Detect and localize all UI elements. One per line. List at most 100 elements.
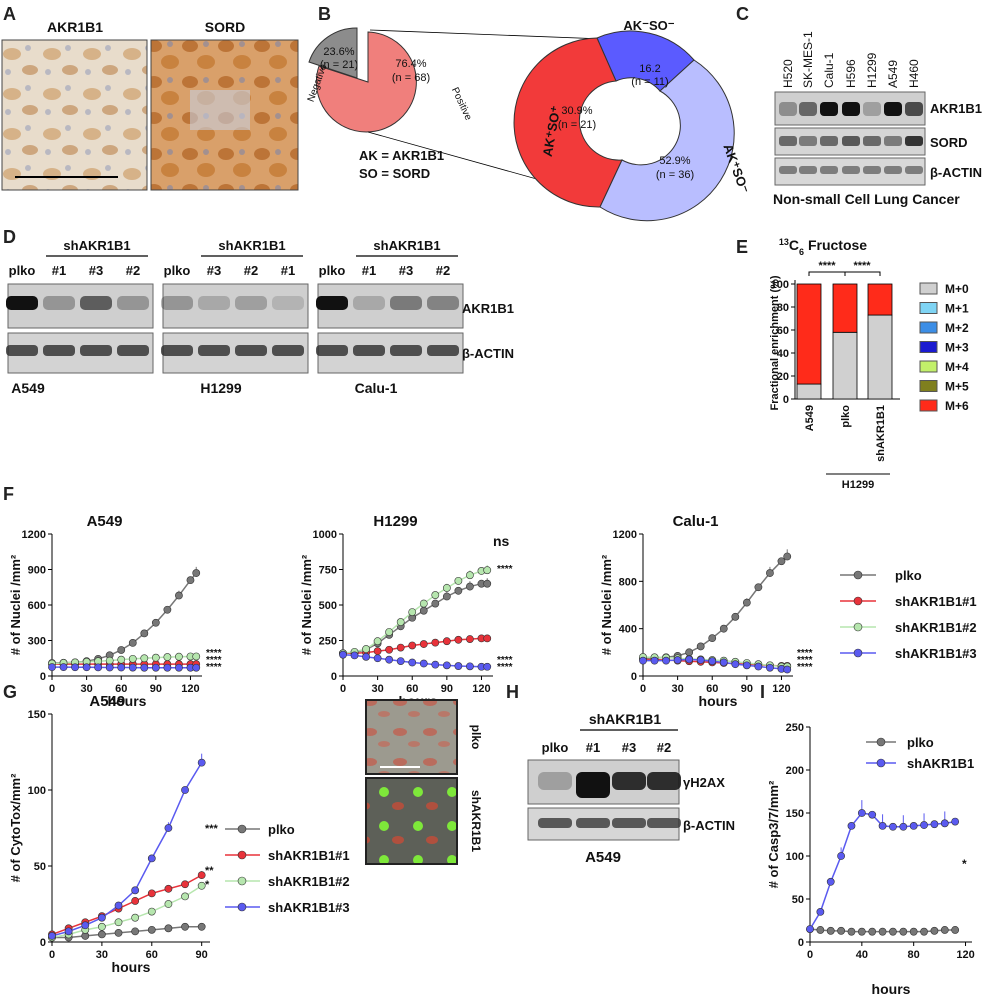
data-point (847, 927, 856, 936)
data-point (408, 641, 417, 650)
data-point (114, 918, 123, 927)
f-significance: **** (206, 662, 222, 673)
data-point (105, 656, 114, 665)
ytick-label: 150 (28, 709, 46, 721)
blot-d-lane-label: #1 (362, 263, 376, 278)
band-c-sord (820, 136, 838, 146)
band-d-actin (235, 345, 267, 356)
data-point (766, 569, 774, 577)
data-point (419, 599, 428, 608)
i-sig: * (962, 857, 967, 871)
band-c-sord (779, 136, 797, 146)
blot-h-lane-label: #3 (622, 740, 636, 755)
data-point (408, 658, 417, 667)
donut-left-n: (n = 21) (558, 119, 596, 131)
data-point (181, 892, 189, 901)
ihc-title-sord: SORD (205, 19, 245, 35)
data-point (719, 658, 728, 667)
data-point (431, 638, 440, 647)
data-point (662, 656, 670, 665)
data-point (466, 571, 474, 580)
data-point (454, 662, 463, 670)
data-point (164, 924, 173, 933)
data-point (889, 822, 897, 831)
data-point (742, 598, 751, 607)
data-point (81, 921, 90, 930)
data-point (97, 913, 106, 922)
data-point (197, 922, 206, 931)
ytick-label: 150 (786, 808, 804, 820)
blot-h-lane-label: #2 (657, 740, 671, 755)
data-point (754, 662, 763, 671)
band-c-actin (779, 166, 797, 174)
panel-letter-c: C (736, 4, 749, 24)
e-sig-1: **** (818, 260, 836, 272)
data-point (114, 928, 123, 937)
pie-positive-n: (n = 68) (392, 72, 430, 84)
data-point (114, 901, 123, 910)
data-point (128, 663, 137, 672)
data-point (696, 642, 705, 651)
e-legend-swatch (919, 360, 938, 373)
data-point (920, 927, 928, 936)
plko-cell-image (365, 699, 458, 775)
data-point (140, 663, 149, 672)
data-point (396, 643, 405, 652)
data-point (197, 758, 206, 767)
data-point (816, 926, 825, 934)
blot-c-lane-label: H460 (907, 59, 921, 88)
data-point (181, 922, 189, 931)
f-legend-marker (853, 622, 863, 632)
band-d-actin (427, 345, 459, 356)
e-legend-swatch (919, 380, 938, 392)
f-significance-red: **** (497, 564, 513, 575)
data-point (685, 648, 694, 657)
data-point (766, 663, 774, 672)
blot-d-cell-label: A549 (11, 380, 45, 396)
data-point (71, 663, 79, 672)
donut-top-pct: 16.2 (639, 63, 660, 75)
ihc-stroma (190, 90, 250, 130)
data-point (673, 656, 682, 664)
data-point (97, 930, 106, 939)
pie-positive-label: Positive (449, 86, 474, 123)
panel-letter-e: E (736, 237, 748, 257)
data-point (385, 628, 394, 636)
data-point (164, 900, 173, 908)
panel-letter-f: F (3, 484, 14, 504)
blot-d-sh-label: shAKR1B1 (373, 238, 440, 253)
band-c-akr1b1 (863, 102, 881, 116)
data-point (940, 819, 949, 828)
panel-letter-a: A (3, 4, 16, 24)
f-significance: **** (797, 655, 813, 666)
data-point (164, 884, 173, 893)
g-legend-label: plko (268, 822, 295, 837)
panel-letter-b: B (318, 4, 331, 24)
band-d-akr1b1 (43, 296, 75, 310)
f-significance: **** (797, 662, 813, 673)
data-point (483, 662, 492, 671)
blot-c-lane-label: H520 (781, 59, 795, 88)
data-point (431, 599, 440, 608)
f-legend-label: shAKR1B1#1 (895, 594, 977, 609)
shakr1b1-cell-image (365, 777, 458, 865)
blot-d-lane-label: plko (319, 263, 346, 278)
e-legend-label: M+4 (945, 360, 969, 374)
i-legend-marker (876, 758, 886, 768)
xtick-label: 90 (196, 949, 208, 961)
i-x-axis-label: hours (872, 981, 911, 997)
legend-ak: AK = AKR1B1 (359, 148, 444, 163)
f-significance: **** (797, 648, 813, 659)
data-point (847, 822, 856, 830)
panel-e-legend: M+0 M+1 M+2 M+3 M+4 M+5 M+6 (919, 282, 969, 413)
xtick-label: 120 (956, 949, 974, 961)
blot-c-bands (779, 102, 923, 174)
blot-h-lane-label: plko (542, 740, 569, 755)
data-point (151, 653, 160, 662)
data-point (754, 583, 763, 592)
panel-e-title: 13C6 Fructose (779, 237, 867, 257)
data-point (466, 635, 474, 643)
e-ytick-label: 100 (771, 279, 789, 291)
data-point (899, 927, 908, 936)
